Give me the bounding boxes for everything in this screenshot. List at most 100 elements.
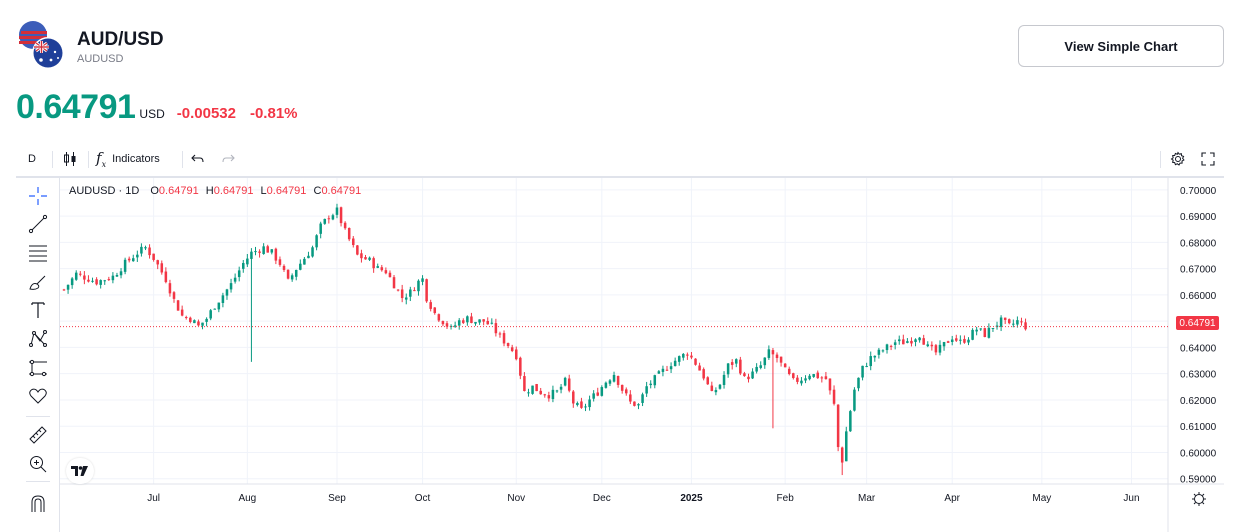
candle-body — [315, 235, 318, 248]
candle-body — [804, 378, 807, 381]
candle-body — [893, 342, 897, 345]
candle-body — [999, 317, 1003, 327]
aud-usd-flag-icon — [19, 21, 64, 69]
candle-body — [975, 329, 978, 332]
candle-body — [955, 338, 958, 341]
candle-body — [148, 247, 151, 256]
fib-retracement-icon[interactable] — [26, 241, 50, 265]
candle-body — [608, 380, 612, 384]
price-row: 0.64791 USD -0.00532 -0.81% — [16, 88, 298, 128]
magnet-icon[interactable] — [26, 490, 50, 514]
candle-body — [205, 318, 208, 322]
chart-toolbar: D fx Indicators — [16, 146, 1224, 174]
brush-icon[interactable] — [26, 270, 50, 294]
trend-line-icon[interactable] — [26, 212, 50, 236]
candle-body — [624, 389, 628, 394]
candle-body — [938, 344, 942, 353]
candle-body — [616, 376, 620, 385]
candle-body — [87, 279, 90, 282]
tradingview-logo-icon[interactable] — [66, 458, 94, 484]
indicators-button[interactable]: fx Indicators — [96, 146, 174, 172]
candle-body — [237, 270, 241, 278]
legend-open-value: 0.64791 — [158, 185, 199, 197]
candle-body — [714, 390, 718, 393]
candle-body — [612, 374, 616, 382]
pattern-icon[interactable] — [26, 327, 50, 351]
candle-body — [637, 404, 640, 406]
candle-body — [490, 322, 494, 324]
candle-body — [343, 222, 347, 229]
candle-body — [853, 389, 856, 411]
candle-body — [62, 289, 66, 291]
candle-body — [307, 255, 310, 259]
candle-body — [339, 207, 343, 224]
candle-body — [592, 393, 595, 399]
candle-body — [946, 341, 950, 343]
candle-body — [176, 300, 180, 311]
candle-body — [527, 392, 530, 394]
candle-body — [140, 246, 143, 254]
candle-body — [710, 385, 714, 391]
crosshair-icon[interactable] — [26, 184, 50, 208]
settings-gear-icon[interactable] — [1168, 146, 1188, 172]
last-price: 0.64791 — [16, 88, 136, 126]
drawing-toolbar — [16, 178, 60, 532]
candle-body — [486, 320, 489, 325]
undo-icon[interactable] — [188, 146, 208, 172]
candle-body — [836, 404, 840, 448]
candle-body — [409, 289, 412, 297]
candle-body — [563, 377, 567, 386]
x-tick-label: Apr — [944, 493, 960, 504]
toolbar-divider — [1160, 151, 1161, 168]
axis-settings-icon — [1192, 492, 1206, 506]
candle-body — [857, 377, 860, 389]
candle-body — [290, 275, 294, 280]
candle-body — [299, 263, 302, 270]
candle-body — [950, 339, 954, 342]
candle-body — [555, 390, 559, 392]
symbol-ticker: AUDUSD — [77, 53, 124, 65]
candle-body — [698, 365, 701, 371]
candle-body — [735, 359, 738, 364]
candle-body — [694, 358, 697, 365]
redo-icon[interactable] — [218, 146, 238, 172]
candle-body — [441, 321, 445, 325]
candle-body — [449, 325, 453, 327]
view-simple-chart-button[interactable]: View Simple Chart — [1018, 25, 1224, 67]
favorites-heart-icon[interactable] — [26, 384, 50, 408]
candle-body — [327, 218, 331, 220]
candle-body — [726, 363, 730, 375]
candle-body — [739, 359, 742, 374]
candles-chart-type-icon[interactable] — [60, 146, 80, 172]
candle-body — [596, 392, 600, 396]
y-tick-label: 0.59000 — [1180, 475, 1217, 486]
interval-button[interactable]: D — [28, 153, 36, 165]
candle-body — [812, 374, 815, 377]
candle-body — [429, 302, 432, 309]
price-chart[interactable]: 0.700000.690000.680000.670000.660000.650… — [60, 178, 1224, 532]
candle-body — [979, 328, 982, 330]
candle-body — [160, 263, 164, 273]
candle-body — [107, 279, 111, 281]
candle-body — [136, 254, 139, 258]
text-icon[interactable] — [26, 298, 50, 322]
fullscreen-icon[interactable] — [1198, 146, 1218, 172]
candle-body — [510, 347, 514, 351]
candle-body — [730, 362, 734, 365]
candle-body — [335, 207, 339, 215]
forecast-icon[interactable] — [26, 356, 50, 380]
candle-body — [152, 253, 155, 260]
candle-body — [877, 349, 881, 355]
price-change: -0.00532 — [176, 105, 236, 122]
candle-body — [1007, 319, 1011, 324]
candle-body — [539, 390, 542, 395]
candle-body — [74, 272, 78, 280]
candle-body — [677, 356, 681, 362]
zoom-in-icon[interactable] — [26, 452, 50, 476]
candle-body — [470, 316, 473, 323]
indicators-icon: fx — [96, 149, 107, 169]
symbol-header: AUD/USD AUDUSD View Simple Chart 0.64791… — [0, 0, 1240, 140]
price-currency: USD — [139, 107, 165, 121]
candle-body — [392, 277, 396, 289]
ruler-icon[interactable] — [26, 423, 50, 447]
